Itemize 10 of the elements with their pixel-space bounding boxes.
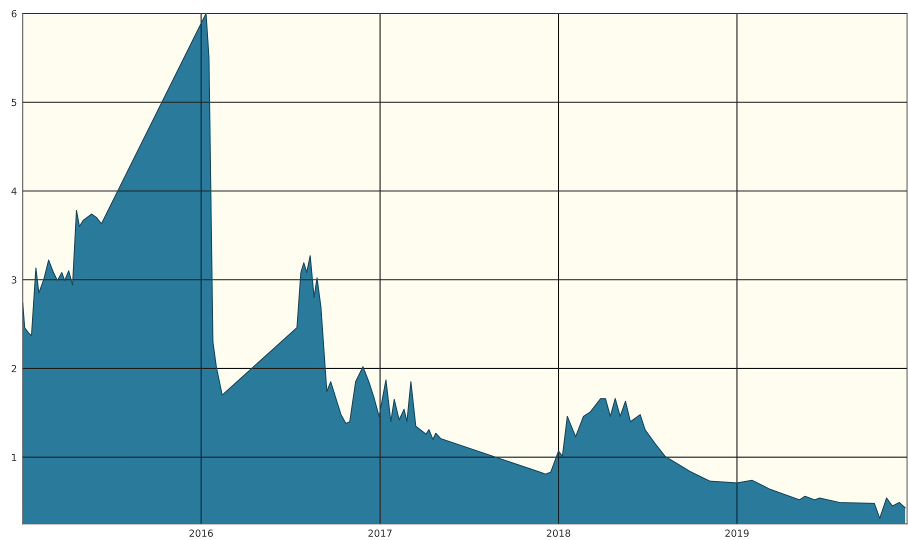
x-tick-label: 2019 [725, 530, 749, 537]
x-tick-label: 2016 [189, 530, 213, 537]
x-tick-label: 2017 [368, 530, 392, 537]
y-tick-label: 2 [12, 364, 16, 372]
y-tick-label: 3 [12, 276, 16, 284]
y-tick-label: 4 [11, 188, 17, 195]
y-tick-label: 6 [12, 10, 17, 18]
y-tick-label: 1 [12, 454, 16, 461]
x-tick-label: 2018 [546, 530, 570, 537]
y-tick-label: 5 [12, 98, 16, 106]
